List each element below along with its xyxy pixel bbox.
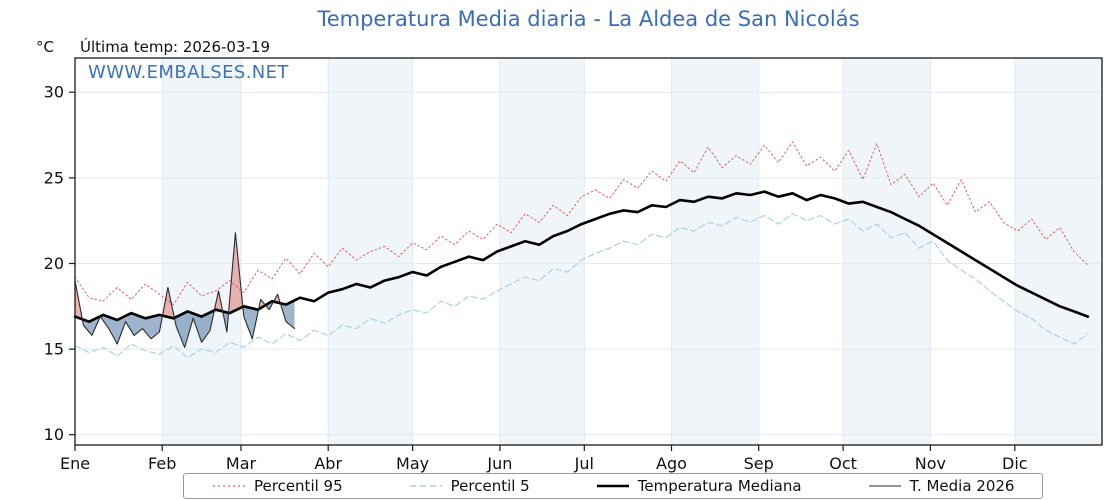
x-tick-label: Feb <box>148 454 176 473</box>
legend-line-sample <box>212 481 246 491</box>
x-tick-label: Nov <box>915 454 946 473</box>
legend-item: Temperatura Mediana <box>596 477 802 495</box>
legend-item: Percentil 95 <box>212 477 343 495</box>
y-axis-unit-label: °C <box>36 38 54 56</box>
fill-below-median <box>75 300 295 348</box>
last-temp-label: Última temp: 2026-03-19 <box>80 38 271 56</box>
watermark-text: WWW.EMBALSES.NET <box>88 62 289 83</box>
x-tick-label: Abr <box>314 454 342 473</box>
x-tick-label: Jun <box>486 454 512 473</box>
plot-frame <box>74 57 1103 446</box>
legend-line-icon <box>868 485 901 487</box>
legend-label: T. Media 2026 <box>909 477 1015 495</box>
x-tick-label: Sep <box>744 454 774 473</box>
legend-line-sample <box>596 481 630 491</box>
month-band <box>843 58 931 445</box>
x-tick-label: Mar <box>226 454 257 473</box>
series-line-percentil-5 <box>74 213 1089 359</box>
y-tick-label: 15 <box>44 340 64 359</box>
series-line-temperatura-mediana <box>73 190 1090 323</box>
x-tick-label: Ene <box>60 454 90 473</box>
legend-item: T. Media 2026 <box>868 477 1015 495</box>
y-tick-label: 20 <box>44 254 64 273</box>
month-band <box>162 58 241 445</box>
month-band <box>328 58 413 445</box>
legend-line-icon <box>409 485 442 487</box>
legend-line-sample <box>409 481 443 491</box>
legend-line-sample <box>868 481 902 491</box>
chart-title: Temperatura Media diaria - La Aldea de S… <box>317 7 860 31</box>
month-band <box>1014 58 1102 445</box>
y-tick-label: 25 <box>44 168 64 187</box>
legend-label: Percentil 95 <box>254 477 343 495</box>
month-band <box>499 58 585 445</box>
legend-label: Temperatura Mediana <box>637 477 802 495</box>
x-tick-label: May <box>396 454 429 473</box>
series-line-percentil-95 <box>74 141 1089 306</box>
legend-line-icon <box>213 485 245 487</box>
fill-above-median <box>75 232 295 322</box>
series-line-t-media-2026 <box>74 232 296 348</box>
legend: Percentil 95 Percentil 5 Temperatura Media… <box>183 473 1044 499</box>
legend-line-icon <box>596 484 629 488</box>
x-tick-label: Oct <box>829 454 857 473</box>
month-band <box>671 58 759 445</box>
y-tick-label: 10 <box>44 425 64 444</box>
legend-item: Percentil 5 <box>409 477 530 495</box>
x-tick-label: Dic <box>1002 454 1028 473</box>
x-tick-label: Jul <box>574 454 594 473</box>
legend-label: Percentil 5 <box>450 477 530 495</box>
x-tick-label: Ago <box>656 454 687 473</box>
y-tick-label: 30 <box>44 83 64 102</box>
